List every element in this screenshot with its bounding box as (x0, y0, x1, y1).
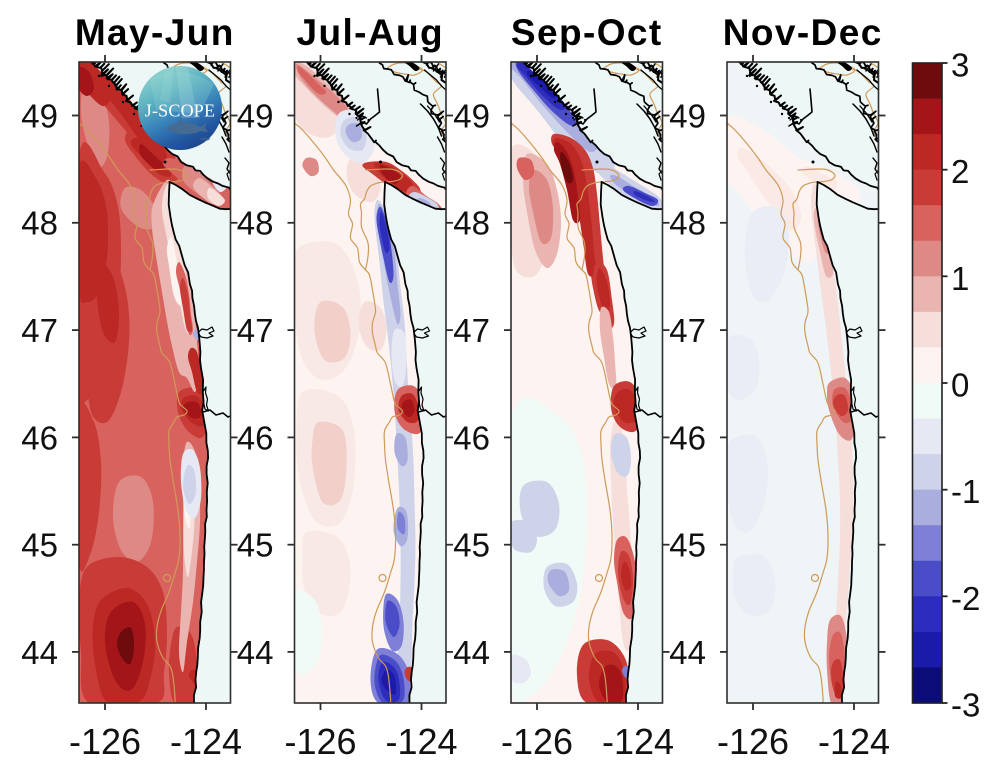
svg-text:1: 1 (951, 260, 969, 297)
svg-text:49: 49 (453, 97, 490, 134)
svg-text:46: 46 (21, 419, 58, 456)
svg-text:44: 44 (237, 634, 274, 671)
svg-text:-126: -126 (717, 721, 789, 762)
svg-text:-126: -126 (69, 721, 141, 762)
svg-text:47: 47 (453, 312, 490, 349)
svg-text:May-Jun: May-Jun (75, 12, 235, 53)
svg-text:49: 49 (21, 97, 58, 134)
svg-text:49: 49 (237, 97, 274, 134)
svg-text:Nov-Dec: Nov-Dec (723, 12, 883, 53)
svg-text:-124: -124 (602, 721, 674, 762)
svg-text:45: 45 (453, 527, 490, 564)
svg-text:46: 46 (453, 419, 490, 456)
svg-text:48: 48 (237, 205, 274, 242)
svg-text:2: 2 (951, 153, 969, 190)
svg-text:Sep-Oct: Sep-Oct (511, 12, 663, 53)
svg-text:47: 47 (237, 312, 274, 349)
svg-text:47: 47 (21, 312, 58, 349)
svg-text:46: 46 (237, 419, 274, 456)
svg-text:46: 46 (669, 419, 706, 456)
svg-text:-126: -126 (501, 721, 573, 762)
svg-text:48: 48 (669, 205, 706, 242)
svg-text:-2: -2 (951, 580, 980, 617)
svg-text:0: 0 (951, 367, 969, 404)
svg-text:44: 44 (453, 634, 490, 671)
svg-text:-1: -1 (951, 473, 980, 510)
svg-text:49: 49 (669, 97, 706, 134)
svg-text:45: 45 (669, 527, 706, 564)
svg-text:48: 48 (453, 205, 490, 242)
svg-text:-126: -126 (284, 721, 356, 762)
svg-text:3: 3 (951, 47, 969, 84)
svg-text:-124: -124 (385, 721, 457, 762)
svg-text:-3: -3 (951, 687, 980, 724)
svg-text:Jul-Aug: Jul-Aug (296, 12, 444, 53)
svg-text:-124: -124 (170, 721, 242, 762)
svg-text:J-SCOPE: J-SCOPE (145, 101, 215, 121)
svg-text:45: 45 (21, 527, 58, 564)
svg-text:44: 44 (669, 634, 706, 671)
svg-text:-124: -124 (818, 721, 890, 762)
svg-text:48: 48 (21, 205, 58, 242)
svg-text:47: 47 (669, 312, 706, 349)
svg-text:45: 45 (237, 527, 274, 564)
svg-text:44: 44 (21, 634, 58, 671)
